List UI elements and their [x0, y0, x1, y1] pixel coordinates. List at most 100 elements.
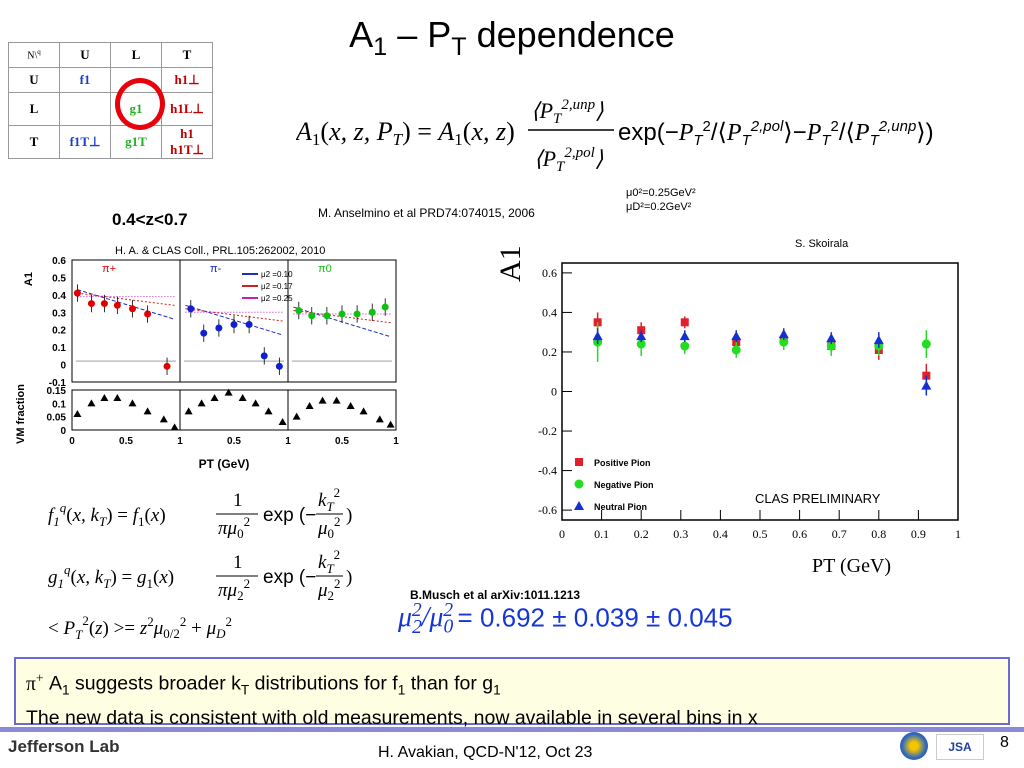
vm-point — [332, 396, 341, 404]
svg-text:): ) — [346, 567, 352, 588]
y-tick-label: 0.1 — [52, 343, 66, 354]
conclusion-line-2: The new data is consistent with old meas… — [26, 707, 758, 730]
vm-point — [128, 399, 137, 407]
svg-text:f1q(x, kT) = f1(x): f1q(x, kT) = f1(x) — [48, 500, 166, 529]
vm-tick-label: 0.1 — [52, 399, 66, 410]
svg-text:μ22: μ22 — [317, 576, 341, 603]
vm-point — [264, 407, 273, 415]
data-point-triangle — [873, 335, 884, 345]
x-tick-label: 0.9 — [911, 527, 926, 541]
conclusion-box: π+ A1 suggests broader kT distributions … — [14, 657, 1010, 729]
data-point-circle — [779, 337, 789, 347]
data-point-triangle — [592, 331, 603, 341]
data-point-triangle — [636, 331, 647, 341]
a1-formula-svg: A1(x, z, PT) = A1(x, z) ⟨PT2,unp⟩ ⟨PT2,p… — [294, 97, 934, 175]
data-point — [323, 312, 331, 320]
data-point — [113, 301, 121, 309]
y-tick-label: 0 — [60, 361, 66, 372]
data-point — [338, 310, 346, 318]
vm-point — [224, 388, 233, 396]
y-tick-label: 0.2 — [542, 345, 557, 359]
svg-text:1: 1 — [233, 552, 243, 573]
vm-point — [159, 415, 168, 423]
x-tick-label: 1 — [177, 436, 183, 447]
data-point-circle — [680, 341, 690, 351]
panel-frame — [71, 259, 181, 383]
vm-ylabel: VM fraction — [15, 384, 27, 444]
vm-point — [73, 410, 82, 417]
vm-point — [170, 423, 179, 431]
data-point-circle — [826, 341, 836, 351]
vm-tick-label: 0.15 — [47, 386, 67, 397]
legend-marker — [575, 458, 583, 466]
legend-label: μ2 =0.17 — [261, 282, 293, 291]
data-point — [230, 320, 238, 328]
y-tick-label: -0.1 — [49, 378, 67, 389]
legend-label: Negative Pion — [594, 480, 654, 490]
table-cell — [59, 92, 111, 126]
data-point — [260, 352, 268, 360]
y-tick-label: 0.6 — [542, 266, 557, 280]
x-tick-label: 1 — [285, 436, 291, 447]
svg-text:< PT2(z) >= z2μ0/22 + μD2: < PT2(z) >= z2μ0/22 + μD2 — [48, 613, 232, 642]
table-col-t: T — [161, 42, 213, 68]
vm-point — [87, 399, 96, 407]
panel-frame — [287, 259, 397, 383]
x-tick-label: 0.6 — [792, 527, 807, 541]
a1-pt-chart: CLAS PRELIMINARY -0.6 -0.4 -0.2 0 0.2 0.4 0.6 0… — [538, 262, 961, 541]
x-tick-label: 0.7 — [832, 527, 847, 541]
z-range-label: 0.4<z<0.7 — [112, 210, 188, 229]
vm-point — [251, 399, 260, 407]
svg-text:⟨PT2,unp⟩: ⟨PT2,unp⟩ — [531, 97, 604, 127]
table-corner: N\q — [8, 42, 60, 68]
legend-marker — [574, 479, 584, 489]
y-tick-label: 0 — [551, 385, 557, 399]
jlab-logo-text: Jefferson Lab — [8, 737, 120, 756]
data-point-triangle — [778, 329, 789, 339]
svg-text:1: 1 — [233, 490, 243, 511]
table-cell: h1L⊥ — [161, 92, 213, 126]
vm-point — [113, 394, 122, 401]
vm-point — [143, 407, 152, 415]
tmd-table: N\q U L T U f1 h1⊥ L g1 h1L⊥ T f1T⊥ g1T … — [8, 42, 213, 159]
vm-point — [305, 402, 314, 409]
y-tick-label: 0.2 — [52, 326, 66, 337]
svg-text:A1(x, z, PT) = A1(x, z): A1(x, z, PT) = A1(x, z) — [296, 117, 515, 149]
y-tick-label: -0.2 — [538, 424, 557, 438]
data-point — [100, 300, 108, 308]
table-row-label: L — [8, 92, 60, 126]
a1-three-panel-chart: A1 VM fraction PT (GeV) -0.1 0 0.1 0.2 0.3 0.… — [15, 256, 399, 471]
tmd-formulas-svg: f1q(x, kT) = f1(x) 1 πμ02 exp (− kT2 μ02… — [48, 485, 352, 642]
mu0-value: μ0²=0.25GeV² — [626, 187, 696, 199]
table-row-label: T — [8, 125, 60, 159]
vm-point — [292, 412, 301, 420]
author-credit: S. Skoirala — [795, 238, 849, 250]
left-ylabel: A1 — [23, 272, 35, 286]
muD-value: μD²=0.2GeV² — [626, 201, 692, 213]
conclusion-line-1: π+ A1 suggests broader kT distributions … — [26, 670, 501, 698]
svg-text:πμ02: πμ02 — [218, 514, 250, 541]
x-tick-label: 1 — [955, 527, 961, 541]
table-cell: f1 — [59, 67, 111, 93]
left-xlabel: PT (GeV) — [199, 457, 250, 471]
right-xlabel: PT (GeV) — [812, 555, 892, 577]
highlight-circle — [115, 78, 165, 130]
legend-label: μ2 =0.10 — [261, 270, 293, 279]
jsa-logo-icon: JSA — [936, 734, 984, 760]
svg-text:πμ22: πμ22 — [218, 576, 250, 603]
x-tick-label: 0.8 — [871, 527, 886, 541]
data-point — [128, 305, 136, 313]
vm-point — [100, 394, 109, 401]
conference-logo-icon — [900, 732, 928, 760]
table-row-label: U — [8, 67, 60, 93]
model-curve-mu017 — [77, 292, 175, 306]
clas-preliminary-label: CLAS PRELIMINARY — [755, 491, 881, 506]
vm-point — [386, 420, 395, 428]
x-tick-label: 0 — [69, 436, 75, 447]
vm-point — [375, 415, 384, 423]
data-point — [295, 307, 303, 315]
data-point — [73, 289, 81, 297]
vm-panel-frame — [71, 389, 181, 431]
data-point — [308, 312, 316, 320]
tmd-formulas: f1q(x, kT) = f1(x) 1 πμ02 exp (− kT2 μ02… — [48, 485, 388, 651]
